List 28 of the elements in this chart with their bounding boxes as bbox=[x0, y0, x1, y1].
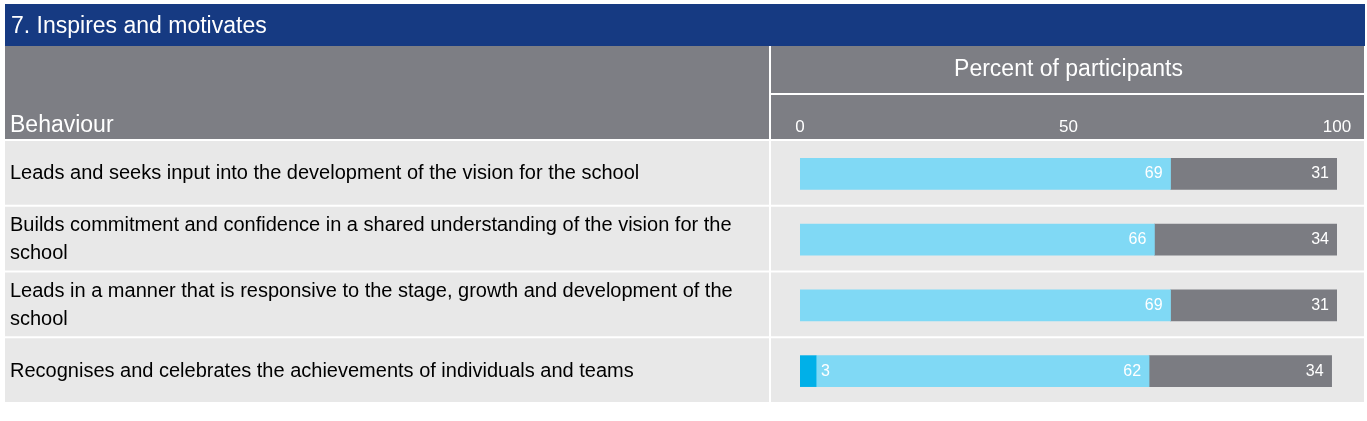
x-tick-label: 50 bbox=[1059, 117, 1078, 137]
data-label: 31 bbox=[1311, 295, 1330, 313]
y-axis-title: Behaviour bbox=[10, 111, 114, 137]
data-label: 31 bbox=[1311, 164, 1330, 182]
y-tick-label: Leads and seeks input into the development of the vision for the school bbox=[10, 161, 640, 184]
data-label: 34 bbox=[1311, 230, 1330, 248]
bar bbox=[815, 355, 1150, 387]
text: 7. Inspires and motivates bbox=[5, 4, 1365, 46]
y-tick-label: Recognises and celebrates the achievements of individuals and teams bbox=[10, 358, 634, 381]
data-label: 3 bbox=[821, 361, 831, 379]
bar bbox=[1154, 223, 1337, 256]
data-label: 62 bbox=[1123, 361, 1142, 379]
data-label: 69 bbox=[1144, 295, 1163, 313]
x-tick-label: 0 bbox=[795, 117, 805, 137]
y-tick-label: Builds commitment and confidence in a shared understanding of the vision for the school bbox=[10, 213, 732, 264]
data-label: 69 bbox=[1144, 164, 1163, 182]
data-label: 34 bbox=[1305, 361, 1324, 379]
bar bbox=[800, 355, 817, 387]
y-tick-label: Leads in a manner that is responsive to the stage, growth and development of the school bbox=[10, 278, 733, 329]
bar bbox=[1170, 289, 1337, 322]
bar bbox=[1148, 355, 1332, 387]
x-axis-title: Percent of participants bbox=[954, 55, 1183, 82]
bar bbox=[800, 223, 1155, 256]
bar bbox=[800, 158, 1171, 190]
bar bbox=[1170, 158, 1337, 190]
data-label: 66 bbox=[1128, 230, 1147, 248]
x-tick-label: 100 bbox=[1322, 117, 1352, 137]
bar bbox=[800, 289, 1171, 322]
